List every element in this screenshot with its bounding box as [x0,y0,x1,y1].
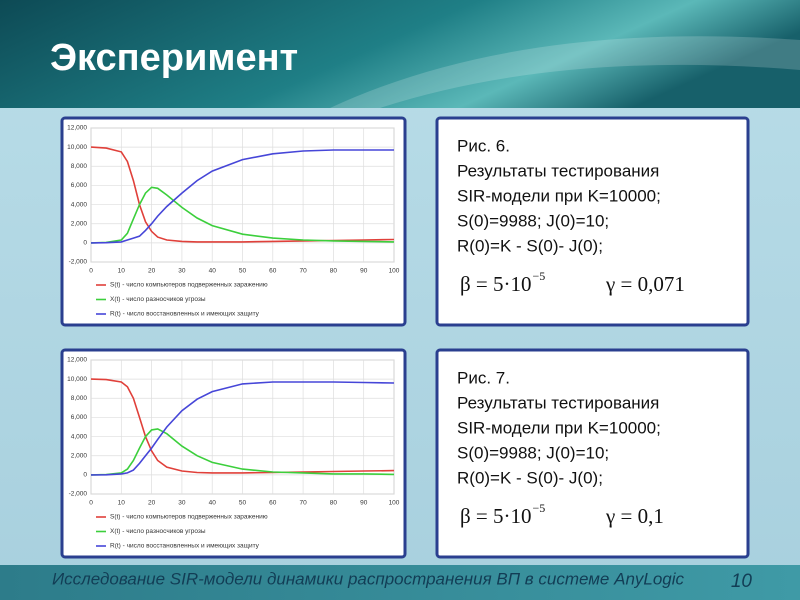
x-tick-label: 20 [148,268,156,275]
y-tick-label: 2,000 [71,452,88,459]
y-tick-label: 0 [83,472,87,479]
x-tick-label: 100 [389,268,400,275]
series-line [90,428,395,476]
x-tick-label: 80 [330,268,338,275]
caption-line: S(0)=9988; J(0)=10; [457,443,609,462]
series-line [90,186,395,244]
x-tick-label: 60 [269,268,277,275]
y-tick-label: 4,000 [71,433,88,440]
footer-band [0,565,800,600]
caption-line: Результаты тестирования [457,161,659,180]
formula-gamma: γ = 0,1 [605,504,664,528]
x-tick-label: 70 [299,268,307,275]
caption-line: Результаты тестирования [457,393,659,412]
caption-line: R(0)=K - S(0)- J(0); [457,468,603,487]
y-tick-label: 0 [83,240,87,247]
y-tick-label: 8,000 [71,395,88,402]
caption-line: R(0)=K - S(0)- J(0); [457,236,603,255]
series-line [90,146,395,243]
caption-line: SIR-модели при K=10000; [457,418,661,437]
x-tick-label: 0 [89,500,93,507]
page-number: 10 [731,571,753,592]
y-tick-label: 8,000 [71,163,88,170]
caption-line: Рис. 7. [457,368,510,387]
x-tick-label: 50 [239,500,247,507]
legend-label: S(t) - число компьютеров подверженных за… [110,282,268,289]
chart-panel [60,348,407,559]
x-tick-label: 60 [269,500,277,507]
x-tick-label: 40 [209,500,217,507]
x-tick-label: 30 [178,500,186,507]
chart-panel [60,116,407,327]
caption-box [435,348,750,559]
x-tick-label: 30 [178,268,186,275]
y-tick-label: -2,000 [69,491,88,498]
x-tick-label: 100 [389,500,400,507]
y-tick-label: 10,000 [67,376,87,383]
content: -2,00002,0004,0006,0008,00010,00012,0000… [60,116,750,559]
caption-line: S(0)=9988; J(0)=10; [457,211,609,230]
formula-gamma: γ = 0,071 [605,272,685,296]
x-tick-label: 90 [360,500,368,507]
y-tick-label: 2,000 [71,220,88,227]
x-tick-label: 10 [118,500,126,507]
y-tick-label: 12,000 [67,125,87,132]
formula-exponent: −5 [533,501,546,515]
y-tick-label: 6,000 [71,414,88,421]
header-band [0,0,800,108]
legend-label: S(t) - число компьютеров подверженных за… [110,514,268,521]
x-tick-label: 40 [209,268,217,275]
y-tick-label: 10,000 [67,144,87,151]
x-tick-label: 20 [148,500,156,507]
x-tick-label: 50 [239,268,247,275]
series-line [90,381,395,476]
x-tick-label: 80 [330,500,338,507]
x-tick-label: 10 [118,268,126,275]
formula-exponent: −5 [533,269,546,283]
y-tick-label: -2,000 [69,259,88,266]
y-tick-label: 4,000 [71,201,88,208]
slide-title: Эксперимент [50,37,298,79]
y-tick-label: 6,000 [71,182,88,189]
x-tick-label: 70 [299,500,307,507]
legend-label: X(t) - число разносчиков угрозы [110,528,206,535]
series-line [90,378,395,474]
y-tick-label: 12,000 [67,357,87,364]
x-tick-label: 90 [360,268,368,275]
formula-beta: β = 5·10 [460,504,532,528]
caption-line: Рис. 6. [457,136,510,155]
x-tick-label: 0 [89,268,93,275]
legend-label: X(t) - число разносчиков угрозы [110,296,206,303]
header-glare [330,36,800,108]
formula-beta: β = 5·10 [460,272,532,296]
caption-box [435,116,750,327]
legend-label: R(t) - число восстановленных и имеющих з… [110,311,260,318]
series-line [90,149,394,244]
legend-label: R(t) - число восстановленных и имеющих з… [110,543,260,550]
footer-text: Исследование SIR-модели динамики распрос… [52,569,685,588]
caption-line: SIR-модели при K=10000; [457,186,661,205]
